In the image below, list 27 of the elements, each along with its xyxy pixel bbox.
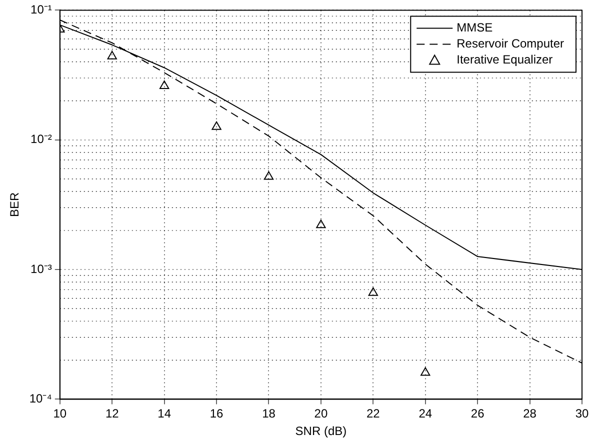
x-tick-label: 30 (575, 406, 589, 421)
x-tick-label: 26 (470, 406, 485, 421)
y-tick-label: 10⁻¹ (30, 2, 52, 17)
y-tick-label: 10⁻⁴ (29, 392, 52, 406)
y-axis-title: BER (8, 192, 22, 218)
x-tick-label: 12 (105, 406, 120, 421)
x-tick-label: 16 (210, 406, 224, 421)
point (264, 171, 274, 180)
point (107, 50, 117, 60)
y-tick-label: 10⁻³ (30, 262, 52, 276)
x-tick-label: 22 (366, 406, 380, 421)
x-tick-label: 18 (262, 406, 276, 421)
point (420, 367, 430, 376)
x-tick-label: 20 (314, 406, 328, 421)
legend-label: Reservoir Computer (456, 36, 564, 51)
legend-label: MMSE (456, 20, 493, 35)
y-tick-label: 10⁻² (30, 132, 52, 146)
x-tick-label: 14 (158, 406, 172, 421)
point (316, 220, 326, 228)
point (159, 80, 170, 90)
x-tick-label: 24 (418, 406, 432, 421)
point (212, 121, 222, 130)
x-tick-label: 28 (523, 406, 537, 421)
x-tick-label: 10 (53, 406, 67, 421)
x-axis-title: SNR (dB) (295, 424, 347, 438)
legend-label: Iterative Equalizer (456, 52, 553, 67)
point (368, 287, 378, 296)
